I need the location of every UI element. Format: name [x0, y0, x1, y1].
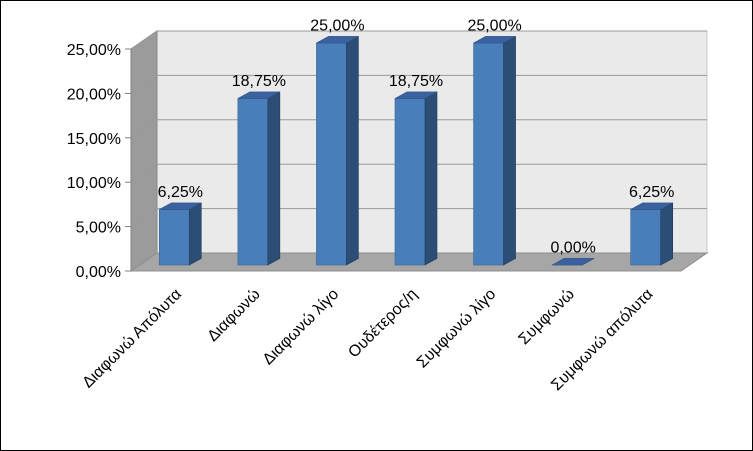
bar-side [188, 202, 202, 266]
y-axis: 0,00% 5,00% 10,00% 15,00% 20,00% 25,00% [67, 42, 132, 281]
bar-top [316, 36, 359, 44]
bar-front [237, 98, 269, 266]
data-label: 18,75% [389, 73, 443, 90]
bar-front [473, 42, 504, 266]
category-label: Ουδέτερος/η [345, 286, 420, 361]
bar [158, 202, 202, 266]
category-label: Διαφωνώ [204, 286, 263, 345]
bar-side [346, 35, 359, 266]
gridline [130, 163, 707, 183]
gridline [130, 30, 707, 50]
bar [473, 35, 516, 266]
bar [237, 91, 281, 266]
bar [551, 258, 595, 266]
data-label: 0,00% [550, 239, 595, 256]
bar-top [630, 202, 673, 210]
bar [394, 91, 438, 266]
y-tick-label: 25,00% [67, 42, 121, 59]
category-label: Συμφωνώ λίγο [414, 286, 500, 372]
bar-front [630, 209, 662, 266]
bars [158, 35, 674, 266]
y-tick-label: 5,00% [76, 220, 121, 237]
y-tick-label: 20,00% [67, 86, 121, 103]
gridline [130, 74, 707, 94]
gridline [130, 119, 707, 139]
bar-side [424, 91, 438, 266]
data-labels: 6,25% 18,75% 25,00% 18,75% 25,00% 0,00% 6,25% [158, 17, 675, 256]
y-tick-label: 10,00% [67, 175, 121, 192]
bar-top [473, 36, 516, 44]
bar [630, 202, 674, 266]
y-tick-label: 15,00% [67, 131, 121, 148]
gridline [130, 208, 707, 228]
category-label: Διαφωνώ Απόλυτα [79, 286, 185, 392]
bar-front [158, 209, 190, 266]
bar [316, 35, 359, 266]
data-label: 6,25% [629, 184, 674, 201]
data-label: 25,00% [467, 17, 521, 34]
gridlines [130, 30, 707, 228]
bar-side [503, 35, 516, 266]
data-label: 25,00% [310, 17, 364, 34]
bar-top [394, 91, 438, 99]
bar-top [551, 258, 595, 266]
bar-top [237, 91, 281, 99]
category-label: Διαφωνώ λίγο [260, 286, 343, 369]
bar-side [660, 202, 674, 266]
y-tick-label: 0,00% [76, 264, 121, 281]
data-label: 6,25% [158, 184, 203, 201]
bar-side [267, 91, 281, 266]
data-label: 18,75% [232, 73, 286, 90]
side-wall [130, 30, 158, 272]
bar-front [316, 42, 347, 266]
bar-front [394, 98, 426, 266]
bar-top [159, 202, 202, 210]
category-label: Συμφωνώ [516, 286, 578, 348]
